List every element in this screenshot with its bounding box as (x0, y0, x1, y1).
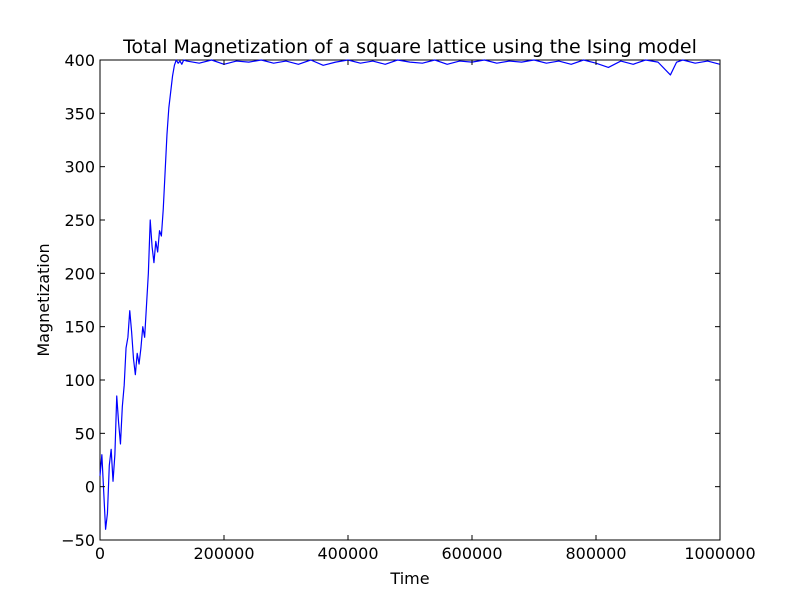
magnetization-series-line (99, 59, 721, 530)
y-tick-label: 200 (64, 264, 95, 283)
y-tick-label: 250 (64, 211, 95, 230)
y-tick-label: 150 (64, 318, 95, 337)
x-tick-label: 800000 (565, 544, 626, 563)
x-tick-label: 200000 (193, 544, 254, 563)
chart-title: Total Magnetization of a square lattice … (122, 36, 697, 58)
axes-frame (99, 59, 721, 541)
y-tick-label: 350 (64, 104, 95, 123)
plot-area: 0 200000 400000 600000 800000 1000000−5005010… (61, 51, 755, 563)
x-axis-label: Time (389, 569, 429, 588)
y-tick-label: 50 (75, 424, 95, 443)
y-tick-label: 300 (64, 158, 95, 177)
y-tick-label: −50 (61, 531, 95, 550)
y-tick-label: 0 (85, 478, 95, 497)
y-tick-label: 400 (64, 51, 95, 70)
x-tick-label: 600000 (441, 544, 502, 563)
y-tick-label: 100 (64, 371, 95, 390)
series-layer (99, 59, 721, 530)
tick-layer: 0 200000 400000 600000 800000 1000000−5005010… (61, 51, 755, 563)
x-tick-label: 400000 (317, 544, 378, 563)
x-tick-label: 1000000 (684, 544, 755, 563)
y-axis-label: Magnetization (34, 243, 53, 356)
x-tick-label: 0 (95, 544, 105, 563)
